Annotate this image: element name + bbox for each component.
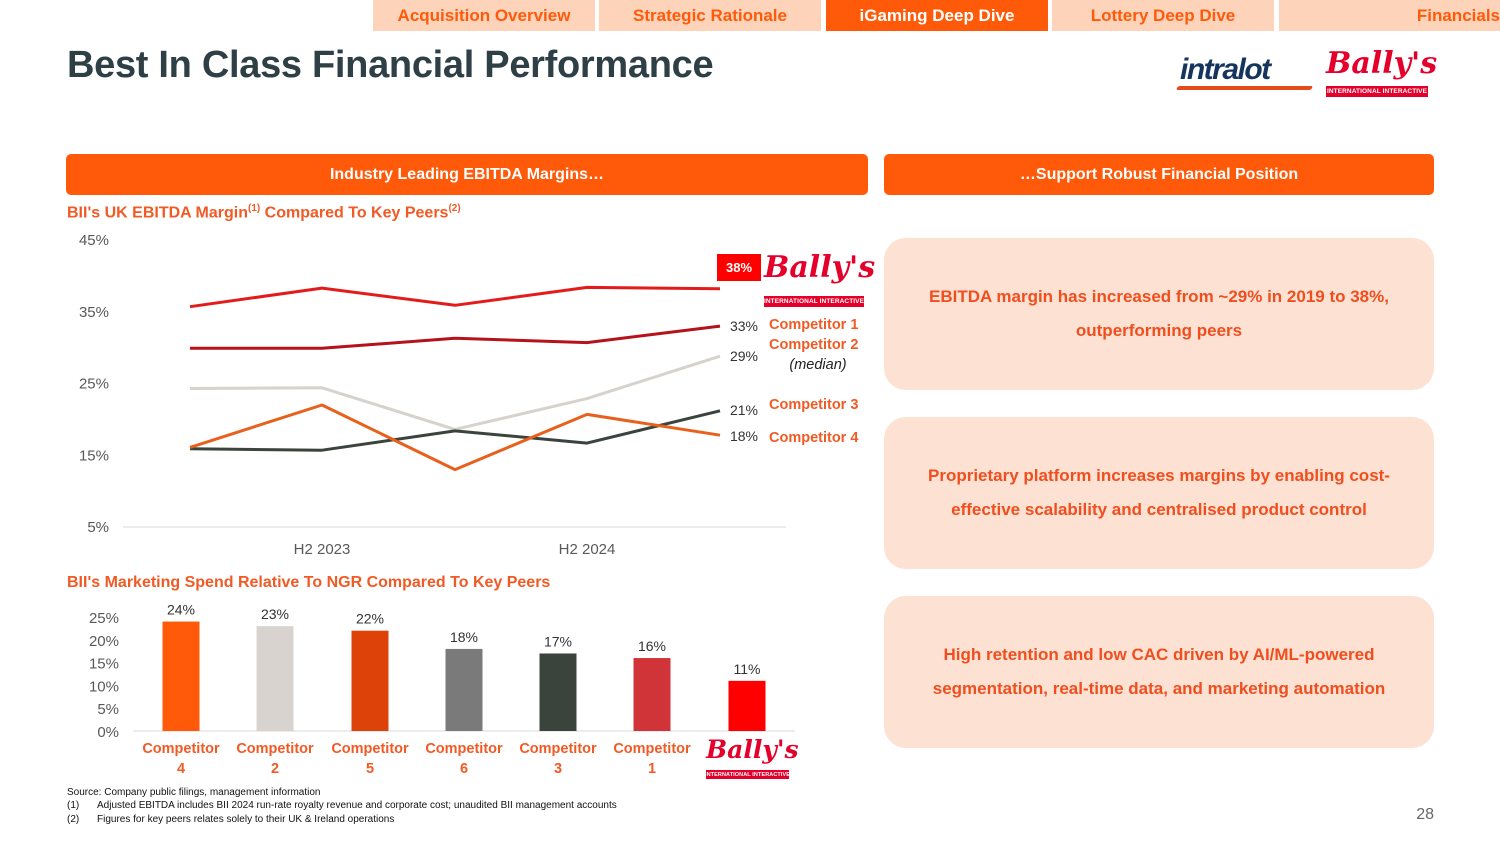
line-chart-y-tick: 5% xyxy=(87,519,109,536)
page-number: 28 xyxy=(1416,806,1434,823)
card-ebitda-margin: EBITDA margin has increased from ~29% in… xyxy=(884,238,1434,390)
intralot-logo: intralot xyxy=(1180,53,1271,86)
line-chart-y-tick: 15% xyxy=(79,447,109,464)
bar-chart-title: BII's Marketing Spend Relative To NGR Co… xyxy=(67,574,551,591)
bar-category-label: 5 xyxy=(366,761,374,777)
bar-value-label: 23% xyxy=(261,606,289,622)
series-end-label-competitor-3: 21% xyxy=(730,402,758,418)
bar-category-label: Competitor xyxy=(142,741,220,757)
line-chart-x-tick: H2 2023 xyxy=(294,541,351,558)
bar-5 xyxy=(633,658,671,731)
bar-category-label: Competitor xyxy=(236,741,314,757)
ballys-logo-linechart-sub: INTERNATIONAL INTERACTIVE xyxy=(763,296,865,307)
series-line-competitor-3 xyxy=(189,409,721,452)
bar-chart-y-tick: 10% xyxy=(89,678,119,695)
line-chart-y-tick: 35% xyxy=(79,304,109,321)
footnote-2: (2) Figures for key peers relates solely … xyxy=(67,814,395,825)
bar-value-label: 16% xyxy=(638,638,666,654)
tab-strategic-rationale[interactable]: Strategic Rationale xyxy=(599,0,821,31)
bar-value-label: 11% xyxy=(734,661,761,677)
bar-value-label: 18% xyxy=(450,629,478,645)
left-banner: Industry Leading EBITDA Margins… xyxy=(66,154,868,195)
bar-2 xyxy=(351,630,389,731)
ballys-end-label: 38% xyxy=(726,260,752,275)
bar-chart-y-tick: 20% xyxy=(89,633,119,650)
series-end-label-competitor-4: 18% xyxy=(730,428,758,444)
bar-value-label: 17% xyxy=(544,633,572,649)
bar-value-label: 24% xyxy=(167,602,195,618)
series-line-competitor-2 xyxy=(189,354,721,431)
line-chart-y-tick: 25% xyxy=(79,376,109,393)
bar-4 xyxy=(539,653,577,731)
bar-category-label: 6 xyxy=(460,761,468,777)
intralot-swoosh-icon xyxy=(1175,86,1314,90)
ballys-logo-barchart-sub: INTERNATIONAL INTERACTIVE xyxy=(704,770,791,779)
bar-value-label: 22% xyxy=(356,611,384,627)
legend-competitor-1: Competitor 1 xyxy=(769,317,858,333)
bar-1 xyxy=(256,626,294,731)
tab-financials[interactable]: Financials xyxy=(1279,0,1500,31)
line-chart-y-tick: 45% xyxy=(79,232,109,249)
bar-3 xyxy=(445,648,483,731)
footnote-source: Source: Company public filings, manageme… xyxy=(67,787,321,798)
bar-6 xyxy=(728,680,766,731)
footnote-1: (1) Adjusted EBITDA includes BII 2024 run… xyxy=(67,800,617,811)
right-banner: …Support Robust Financial Position xyxy=(884,154,1434,195)
bar-chart-y-tick: 0% xyxy=(97,724,119,741)
legend-median-note: (median) xyxy=(789,357,846,373)
ebitda-margin-line-chart: 5% 15% 25% 35% 45% H2 2023 H2 2024 38% 33% 29% 21%… xyxy=(79,232,858,558)
bar-category-label: 4 xyxy=(177,761,185,777)
series-end-label-competitor-1: 33% xyxy=(730,318,758,334)
page-title: Best In Class Financial Performance xyxy=(67,44,714,86)
ballys-logo-linechart: Bally's xyxy=(764,250,876,285)
bar-chart-y-tick: 15% xyxy=(89,656,119,673)
marketing-spend-bar-chart: 0% 5% 10% 15% 20% 25% 24% Competitor 4 23% Competi… xyxy=(89,602,795,777)
ballys-logo-sub: INTERNATIONAL INTERACTIVE xyxy=(1326,86,1428,97)
legend-competitor-2: Competitor 2 xyxy=(769,337,858,353)
bar-chart-y-tick: 25% xyxy=(89,610,119,627)
series-line-competitor-1 xyxy=(190,324,721,350)
card-retention: High retention and low CAC driven by AI/… xyxy=(884,596,1434,748)
series-line-bally-s xyxy=(189,285,721,309)
tab-igaming-deep-dive[interactable]: iGaming Deep Dive xyxy=(826,0,1048,31)
bar-category-label: 3 xyxy=(554,761,562,777)
bar-category-label: 1 xyxy=(648,761,656,777)
ballys-logo-barchart: Bally's xyxy=(706,735,799,764)
bar-0 xyxy=(162,621,200,731)
bar-chart-y-tick: 5% xyxy=(97,701,119,718)
bar-category-label: Competitor xyxy=(519,741,597,757)
bar-category-label: Competitor xyxy=(613,741,691,757)
legend-competitor-4: Competitor 4 xyxy=(769,430,858,446)
bar-category-label: 2 xyxy=(271,761,279,777)
bar-category-label: Competitor xyxy=(331,741,409,757)
ballys-logo: Bally's xyxy=(1326,46,1438,81)
tab-lottery-deep-dive[interactable]: Lottery Deep Dive xyxy=(1052,0,1274,31)
tab-acquisition-overview[interactable]: Acquisition Overview xyxy=(373,0,595,31)
line-chart-title: BII's UK EBITDA Margin(1) Compared To Ke… xyxy=(67,203,461,222)
line-chart-x-tick: H2 2024 xyxy=(559,541,616,558)
series-line-competitor-4 xyxy=(189,403,721,472)
card-proprietary-platform: Proprietary platform increases margins b… xyxy=(884,417,1434,569)
bar-category-label: Competitor xyxy=(425,741,503,757)
legend-competitor-3: Competitor 3 xyxy=(769,397,858,413)
ballys-end-label-box xyxy=(717,254,761,281)
series-end-label-competitor-2: 29% xyxy=(730,348,758,364)
